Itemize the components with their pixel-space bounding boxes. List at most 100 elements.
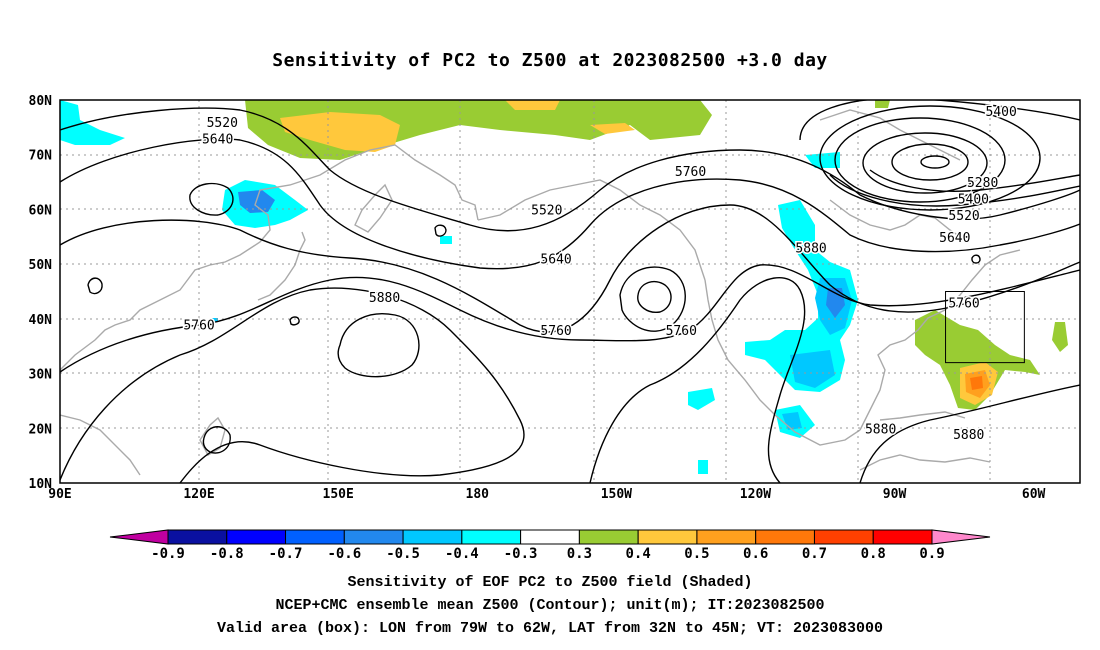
- coastline-south-america: [859, 454, 991, 471]
- colorbar-end-triangle: [109, 529, 169, 545]
- colorbar-swatch: [285, 529, 345, 545]
- gridlines: [60, 100, 1080, 483]
- plot-frame: [59, 99, 1081, 484]
- contour-labels: 5520564054005280540055205640576055205640…: [182, 103, 1018, 444]
- longitude-label: 90E: [48, 487, 71, 502]
- colorbar-swatch: [226, 529, 287, 545]
- coastline-caribbean: [879, 411, 966, 421]
- contour-5760: [60, 264, 1080, 373]
- longitude-label: 90W: [883, 487, 907, 502]
- contour-low-ring: [834, 117, 1006, 203]
- footer-line-3: Valid area (box): LON from 79W to 62W, L…: [216, 620, 884, 637]
- contour-5760-low: [619, 266, 686, 332]
- contour-low-ring: [862, 132, 988, 194]
- negative-sensitivity-area: [790, 350, 835, 388]
- colorbar-label: 0.7: [802, 546, 827, 562]
- contour-5760: [60, 204, 1080, 333]
- positive-sensitivity-area: [1052, 322, 1068, 352]
- colorbar-swatch: [520, 529, 580, 545]
- contour-label: 5640: [202, 132, 233, 147]
- colorbar-swatch: [343, 529, 404, 545]
- colorbar-label: 0.8: [861, 546, 886, 562]
- colorbar-swatch: [402, 529, 463, 545]
- contour-5880-high: [337, 313, 420, 378]
- longitude-label: 150E: [323, 487, 354, 502]
- contour-5880: [859, 384, 1080, 483]
- colorbar-label: -0.7: [269, 546, 303, 562]
- contour-5880: [589, 276, 806, 483]
- colorbar-label: -0.3: [504, 546, 538, 562]
- colorbar-end-triangle: [931, 529, 991, 545]
- valid-area-box: [945, 291, 1025, 364]
- colorbar-swatch: [872, 529, 933, 545]
- z500-contours: [60, 100, 1080, 483]
- negative-sensitivity-area: [745, 200, 858, 392]
- contour-small-closed: [971, 254, 981, 264]
- contour-small-closed: [189, 182, 234, 216]
- longitude-label: 120E: [183, 487, 214, 502]
- colorbar-swatch: [578, 529, 639, 545]
- latitude-label: 60N: [29, 203, 53, 218]
- latitude-label: 40N: [29, 313, 53, 328]
- colorbar-label: -0.4: [445, 546, 479, 562]
- latitude-label: 80N: [29, 94, 53, 109]
- positive-sensitivity-area: [280, 112, 400, 152]
- coastline-kamchatka: [354, 183, 393, 233]
- colorbar-label: 0.4: [626, 546, 651, 562]
- colorbar: -0.9 -0.8 -0.7 -0.6 -0.5 -0.4 -0.3 0.3 0.4 0.5 0.6…: [109, 529, 991, 562]
- contour-small-closed: [289, 316, 300, 326]
- contour-5280: [869, 169, 1080, 192]
- coastline-philippines: [199, 416, 226, 456]
- footer-line-2: NCEP+CMC ensemble mean Z500 (Contour); u…: [275, 597, 825, 614]
- latitude-label: 50N: [29, 258, 53, 273]
- positive-sensitivity-area: [915, 310, 1040, 410]
- contour-low-ring: [819, 105, 1041, 211]
- latitude-label: 30N: [29, 368, 53, 383]
- positive-sensitivity-area: [970, 376, 983, 390]
- contour-5520: [60, 107, 1080, 232]
- contour-label: 5880: [795, 242, 826, 257]
- contour-label: 5760: [540, 324, 571, 339]
- contour-small-closed: [434, 224, 447, 237]
- colorbar-swatch: [461, 529, 522, 545]
- contour-label: 5640: [540, 253, 571, 268]
- coastline-hudson: [829, 199, 966, 241]
- coastline-gulf: [859, 249, 1021, 431]
- shaded-sensitivity: [60, 100, 1068, 474]
- contour-label: 5760: [675, 165, 706, 180]
- latitude-label: 20N: [29, 422, 53, 437]
- coastline-indochina: [60, 414, 141, 476]
- positive-sensitivity-area: [505, 100, 560, 110]
- colorbar-swatch: [755, 529, 815, 545]
- coastline-north-america-west: [704, 279, 861, 446]
- contour-5880: [60, 287, 525, 483]
- colorbar-label: -0.9: [151, 546, 185, 562]
- colorbar-label: 0.9: [919, 546, 944, 562]
- positive-sensitivity-area: [590, 123, 635, 134]
- colorbar-swatch: [167, 529, 228, 545]
- colorbar-label: -0.5: [386, 546, 420, 562]
- contour-low-ring: [891, 143, 969, 181]
- contour-5400: [829, 174, 1080, 207]
- colorbar-swatch: [813, 529, 874, 545]
- coastline-japan: [257, 231, 306, 301]
- chart-title: Sensitivity of PC2 to Z500 at 2023082500…: [272, 50, 828, 71]
- contour-label: 5880: [865, 422, 896, 437]
- latitude-label: 70N: [29, 149, 53, 164]
- coastline-arctic-islands: [819, 109, 961, 161]
- coastlines: [60, 109, 1021, 476]
- contour-label: 5400: [986, 105, 1017, 120]
- negative-sensitivity-area: [688, 388, 715, 410]
- contour-label: 5880: [953, 428, 984, 443]
- contour-label: 5520: [948, 209, 979, 224]
- contour-label: 5520: [207, 116, 238, 131]
- positive-sensitivity-area: [875, 100, 890, 108]
- contour-label: 5760: [183, 318, 214, 333]
- contour-5640: [60, 138, 1080, 270]
- latitude-axis-labels: 80N 70N 60N 50N 40N 30N 20N 10N: [29, 94, 53, 492]
- contour-5640-low: [637, 280, 672, 313]
- colorbar-label: 0.5: [684, 546, 709, 562]
- contour-label: 5880: [369, 291, 400, 306]
- colorbar-label: 0.6: [743, 546, 768, 562]
